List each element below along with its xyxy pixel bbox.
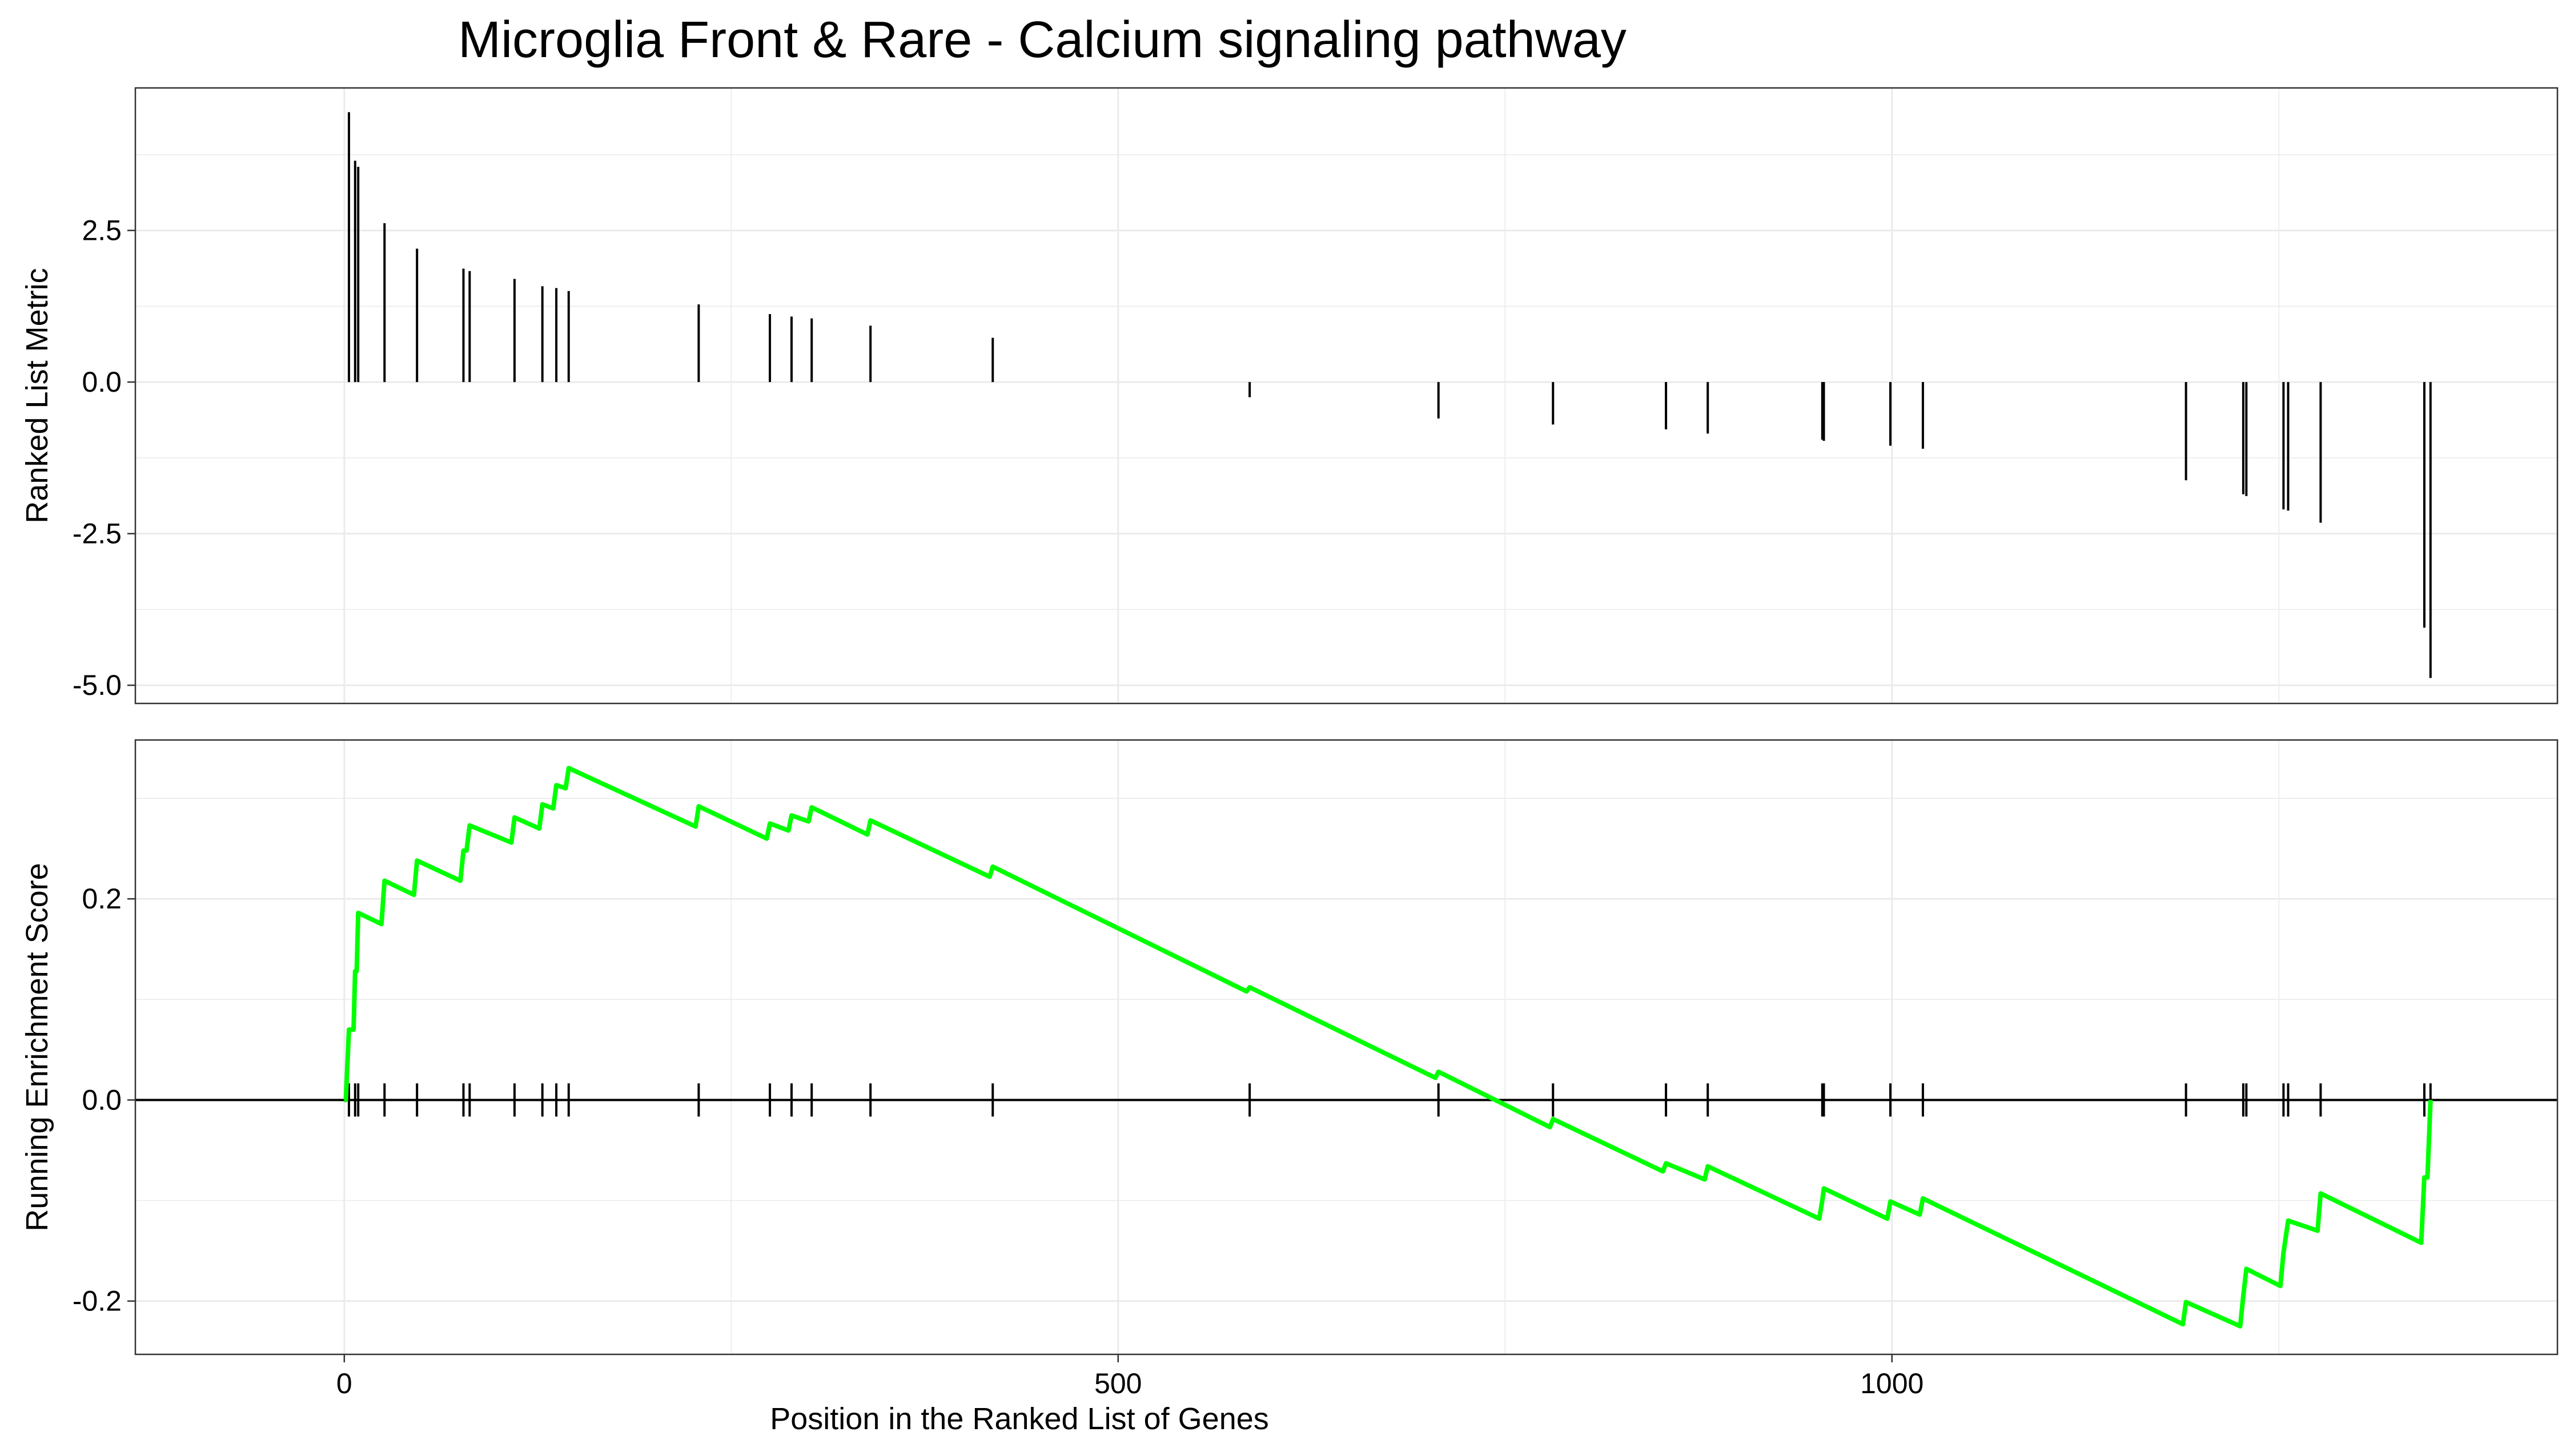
chart-title: Microglia Front & Rare - Calcium signali… xyxy=(458,11,1627,69)
running-es-y-axis: 0.2 0.0 -0.2 xyxy=(73,883,135,1317)
running-es-panel-border xyxy=(134,739,2559,1356)
ranked-metric-panel-border xyxy=(134,87,2559,705)
ranked-metric-y-axis-title: Ranked List Metric xyxy=(20,268,54,523)
running-es-grid xyxy=(135,740,2557,1354)
x-tick-label: 0 xyxy=(336,1367,352,1399)
y-tick-label: -0.2 xyxy=(73,1285,122,1317)
ranked-metric-panel: 2.5 0.0 -2.5 -5.0 Ranked List Metric xyxy=(20,87,2559,705)
y-tick-label: 0.0 xyxy=(82,366,122,398)
x-axis-title: Position in the Ranked List of Genes xyxy=(770,1402,1269,1436)
x-tick-label: 1000 xyxy=(1860,1367,1924,1399)
ranked-metric-grid xyxy=(135,88,2557,703)
y-tick-label: 0.0 xyxy=(82,1084,122,1116)
x-axis: 0 500 1000 xyxy=(336,1354,1924,1399)
y-tick-label: -5.0 xyxy=(73,669,122,701)
y-tick-label: -2.5 xyxy=(73,518,122,550)
running-es-panel: 0.2 0.0 -0.2 Running Enrichment Score xyxy=(20,739,2559,1356)
x-tick-label: 500 xyxy=(1094,1367,1142,1399)
y-tick-label: 2.5 xyxy=(82,215,122,247)
ranked-metric-bars xyxy=(347,112,2432,678)
y-tick-label: 0.2 xyxy=(82,883,122,915)
es-line xyxy=(343,766,2433,1329)
hit-marks xyxy=(347,1083,2432,1117)
running-es-y-axis-title: Running Enrichment Score xyxy=(20,863,54,1231)
ranked-metric-y-axis: 2.5 0.0 -2.5 -5.0 xyxy=(73,215,135,701)
